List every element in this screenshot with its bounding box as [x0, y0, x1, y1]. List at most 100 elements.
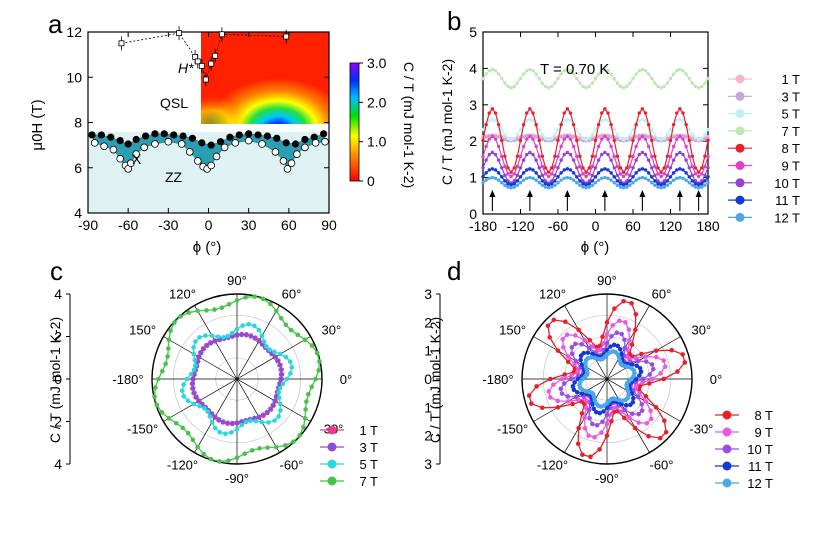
series-point	[503, 154, 507, 159]
series-point	[562, 176, 566, 180]
polar-series-point	[287, 359, 293, 364]
polar-series-point	[653, 354, 659, 360]
polar-series-point	[561, 381, 567, 386]
x-tick-label: 90	[321, 217, 337, 233]
series-point	[675, 152, 679, 157]
polar-series-point	[600, 341, 606, 346]
series-point	[500, 180, 504, 185]
polar-series-point	[586, 407, 592, 413]
series-point	[612, 138, 616, 143]
point-open	[279, 157, 288, 165]
series-point	[500, 127, 504, 132]
series-point	[653, 183, 657, 187]
arrow-head	[564, 190, 571, 197]
y-tick-label: 12	[66, 24, 82, 40]
series-point	[553, 173, 557, 178]
polar-series-point	[585, 350, 591, 355]
polar-series-point	[573, 358, 579, 364]
series-point	[656, 182, 660, 186]
legend-label: 8 T	[754, 408, 773, 423]
series-point	[637, 168, 641, 172]
series-point	[643, 137, 648, 141]
point-filled	[132, 135, 140, 144]
series-point	[653, 132, 657, 137]
series-point	[668, 154, 673, 159]
point-open	[177, 140, 186, 148]
series-point	[600, 152, 604, 157]
polar-series-point	[572, 362, 577, 367]
series-point	[537, 154, 541, 159]
polar-series-point	[579, 411, 585, 416]
series-point	[690, 179, 695, 183]
polar-series-point	[163, 361, 168, 367]
series-point	[528, 175, 532, 180]
polar-series-point	[612, 306, 617, 311]
series-point	[643, 168, 648, 172]
polar-series-point	[268, 301, 273, 307]
series-point	[681, 137, 685, 141]
polar-series-point	[229, 330, 235, 336]
colorbar	[349, 62, 360, 182]
series-point	[506, 185, 510, 189]
angle-label: 150°	[129, 323, 156, 338]
series-point	[662, 166, 666, 170]
polar-series-point	[572, 380, 577, 385]
angle-label: 120°	[539, 286, 566, 301]
legend-label: 12 T	[747, 476, 773, 491]
polar-series-point	[646, 381, 652, 386]
series-point	[581, 172, 585, 176]
polar-series-point	[234, 420, 240, 425]
zz-label: ZZ	[165, 169, 183, 185]
series-point	[559, 178, 563, 182]
polar-series-point	[179, 388, 185, 393]
series-point	[618, 185, 623, 189]
angle-label: 0°	[710, 372, 722, 387]
series-point	[521, 72, 526, 76]
polar-series-point	[578, 357, 583, 363]
series-point	[581, 166, 585, 170]
series-point	[650, 138, 654, 143]
series-point	[565, 167, 570, 171]
polar-series-point	[640, 376, 646, 382]
polar-series-point	[547, 335, 553, 340]
series-point	[596, 171, 601, 175]
point-open	[311, 139, 320, 147]
series-point	[490, 134, 495, 139]
series-point	[665, 183, 670, 187]
legend-marker	[722, 444, 732, 454]
series-point	[509, 183, 513, 187]
colorbar-label: C / T (mJ mol-1 K-2)	[401, 62, 417, 188]
series-point	[609, 171, 613, 175]
series-point	[693, 182, 698, 186]
series-point	[675, 111, 679, 115]
polar-series-point	[560, 336, 566, 342]
series-point	[684, 171, 688, 175]
series-point	[706, 76, 710, 81]
series-point	[643, 69, 648, 73]
polar-series-point	[551, 382, 556, 387]
polar-series-point	[197, 335, 202, 340]
point-open	[207, 161, 215, 170]
x-tick-label: 30	[241, 217, 257, 233]
polar-series-point	[526, 393, 532, 398]
series-point	[615, 164, 620, 169]
polar-series-point	[252, 336, 258, 341]
series-point	[571, 72, 576, 76]
series-point	[615, 173, 620, 178]
series-point	[684, 144, 688, 149]
series-point	[500, 166, 504, 170]
panel-a-ylabel: μ0H (T)	[29, 99, 46, 150]
series-point	[600, 168, 604, 172]
series-point	[634, 158, 638, 162]
series-point	[665, 164, 670, 169]
series-point	[496, 171, 501, 175]
series-point	[706, 166, 710, 170]
panel-b-title: T = 0.70 K	[540, 61, 609, 78]
series-point	[618, 172, 623, 176]
series-point	[525, 69, 529, 73]
legend-label: 1 T	[359, 423, 378, 438]
series-point	[662, 84, 666, 89]
series-point	[512, 84, 516, 89]
series-point	[493, 168, 498, 172]
polar-series-point	[216, 417, 222, 422]
